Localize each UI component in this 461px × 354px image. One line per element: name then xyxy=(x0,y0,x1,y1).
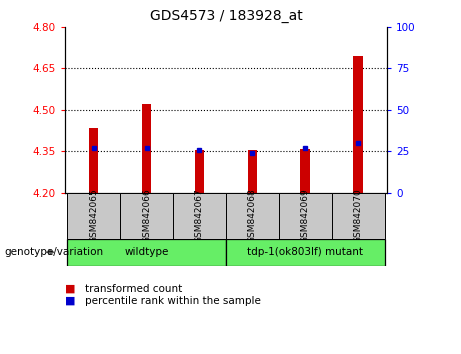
Text: GSM842066: GSM842066 xyxy=(142,189,151,243)
Text: GSM842069: GSM842069 xyxy=(301,189,310,243)
Text: ■: ■ xyxy=(65,296,75,306)
Text: wildtype: wildtype xyxy=(124,247,169,257)
Bar xyxy=(248,150,257,193)
Text: transformed count: transformed count xyxy=(85,284,183,293)
Text: GSM842067: GSM842067 xyxy=(195,189,204,243)
Bar xyxy=(142,104,151,193)
Text: GSM842065: GSM842065 xyxy=(89,189,98,243)
Text: GSM842070: GSM842070 xyxy=(354,189,363,243)
Text: tdp-1(ok803lf) mutant: tdp-1(ok803lf) mutant xyxy=(247,247,363,257)
Bar xyxy=(89,128,98,193)
Bar xyxy=(301,149,310,193)
Bar xyxy=(195,150,204,193)
Bar xyxy=(120,193,173,239)
Text: ■: ■ xyxy=(65,284,75,293)
Bar xyxy=(354,56,363,193)
Bar xyxy=(279,193,332,239)
Text: percentile rank within the sample: percentile rank within the sample xyxy=(85,296,261,306)
Bar xyxy=(332,193,384,239)
Bar xyxy=(67,193,120,239)
Text: GSM842068: GSM842068 xyxy=(248,189,257,243)
Text: genotype/variation: genotype/variation xyxy=(5,247,104,257)
Bar xyxy=(226,239,384,266)
Bar xyxy=(67,239,226,266)
Bar xyxy=(173,193,226,239)
Bar xyxy=(226,193,279,239)
Text: GDS4573 / 183928_at: GDS4573 / 183928_at xyxy=(149,9,302,23)
